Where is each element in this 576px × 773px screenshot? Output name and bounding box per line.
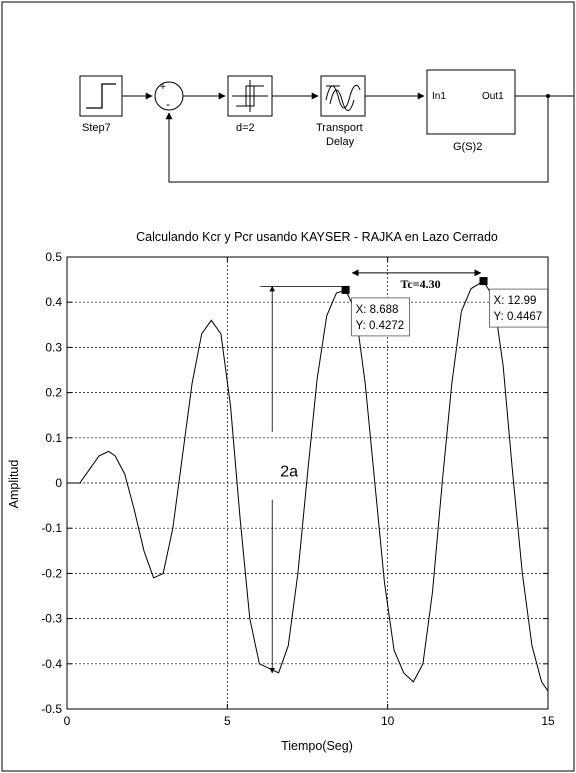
step-label: Step7: [82, 122, 111, 134]
feedback-line: [165, 96, 549, 183]
datatip-y-value: Y: 0.4272: [356, 320, 405, 332]
y-tick-label: 0: [55, 476, 62, 490]
datatip-marker[interactable]: [479, 277, 488, 286]
y-tick-label: 0.4: [45, 295, 62, 309]
step-icon: [86, 83, 116, 109]
relay-label: d=2: [236, 122, 255, 134]
series-line: [67, 280, 549, 692]
plant-subsystem-block[interactable]: [426, 69, 516, 135]
x-tick-label: 5: [224, 714, 231, 728]
datatip-x-value: X: 8.688: [356, 304, 399, 316]
y-tick-label: 0.1: [45, 431, 62, 445]
x-tick-label: 0: [64, 714, 71, 728]
y-tick-label: -0.2: [41, 566, 62, 580]
y-tick-label: 0.2: [45, 386, 62, 400]
delay-wave-icon: [325, 85, 361, 111]
x-tick-label: 10: [381, 714, 395, 728]
y-tick-label: -0.3: [41, 612, 62, 626]
block-diagram: Step7 + - d=2: [79, 69, 574, 183]
datatip-y-value: Y: 0.4467: [494, 311, 543, 323]
sum-plus-sign: +: [160, 82, 166, 93]
x-tick-label: 15: [541, 714, 555, 728]
relay-block[interactable]: [227, 75, 273, 117]
amplitude-label: 2a: [280, 464, 298, 481]
y-axis-label: Amplitud: [7, 460, 21, 509]
delay-label-line2: Delay: [326, 136, 355, 148]
plant-input-port: In1: [432, 91, 446, 102]
period-label: Tc=4.30: [401, 277, 441, 291]
sum-minus-sign: -: [166, 97, 170, 111]
y-tick-label: -0.5: [41, 702, 62, 716]
transport-delay-block[interactable]: [320, 75, 366, 117]
relay-hysteresis-icon: [232, 80, 268, 112]
y-tick-label: -0.1: [41, 521, 62, 535]
x-axis-label: Tiempo(Seg): [281, 739, 353, 753]
datatip-marker[interactable]: [341, 285, 350, 294]
plot-area: 0.50.40.30.20.10-0.1-0.2-0.3-0.4-0.50 5 10…: [41, 250, 555, 728]
step-block[interactable]: [79, 75, 123, 117]
delay-label-line1: Transport: [316, 122, 363, 134]
y-tick-label: 0.5: [45, 250, 62, 264]
y-tick-label: 0.3: [45, 340, 62, 354]
chart-title: Calculando Kcr y Pcr usando KAYSER - RAJ…: [136, 230, 498, 244]
datatip-box[interactable]: [489, 288, 548, 328]
datatip-x-value: X: 12.99: [494, 295, 537, 307]
y-tick-label: -0.4: [41, 657, 62, 671]
datatip-box[interactable]: [351, 297, 410, 337]
plant-label: G(S)2: [453, 141, 482, 153]
plant-output-port: Out1: [482, 91, 504, 102]
